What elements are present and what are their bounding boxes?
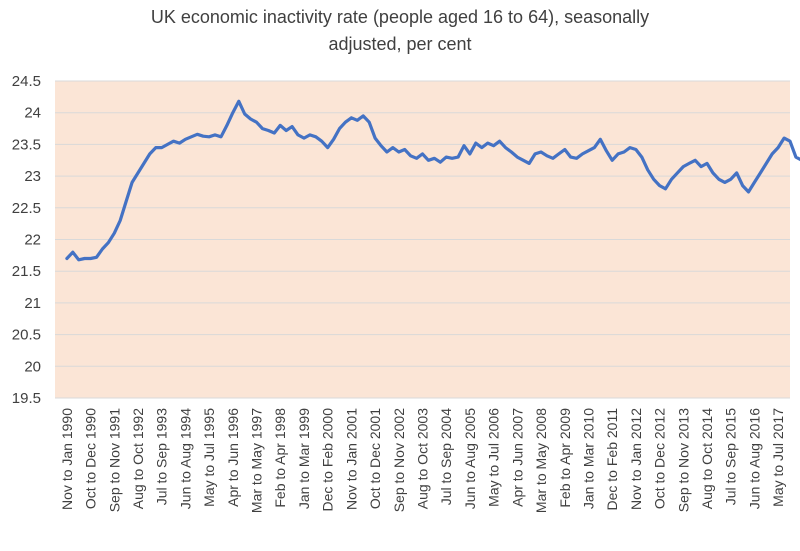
x-tick-label: Jan to Mar 1999 <box>296 408 312 509</box>
x-tick-label: Oct to Dec 1990 <box>83 408 99 509</box>
x-tick-label: Mar to May 2008 <box>533 408 549 513</box>
x-tick-label: May to Jul 2017 <box>770 408 786 507</box>
y-tick-label: 20.5 <box>12 327 41 344</box>
y-tick-label: 23.5 <box>12 136 41 153</box>
y-tick-label: 19.5 <box>12 390 41 407</box>
x-tick-label: Oct to Dec 2001 <box>367 408 383 509</box>
x-tick-label: Nov to Jan 1990 <box>59 408 75 510</box>
x-tick-label: Nov to Jan 2012 <box>628 408 644 510</box>
x-tick-label: Dec to Feb 2000 <box>320 408 336 512</box>
x-tick-label: Apr to Jun 1996 <box>225 408 241 507</box>
x-tick-label: Aug to Oct 1992 <box>130 408 146 509</box>
gridlines <box>55 80 790 399</box>
x-tick-label: May to Jul 2006 <box>486 408 502 507</box>
x-tick-label: Jan to Mar 2010 <box>580 408 596 509</box>
y-tick-label: 22 <box>24 232 41 249</box>
x-tick-label: Jun to Aug 1994 <box>177 408 193 509</box>
x-tick-label: Sep to Nov 2013 <box>675 408 691 513</box>
y-tick-label: 21 <box>24 295 41 312</box>
x-tick-label: Dec to Feb 2011 <box>604 408 620 511</box>
x-tick-label: Aug to Oct 2003 <box>415 408 431 509</box>
chart-title: UK economic inactivity rate (people aged… <box>0 4 800 58</box>
x-tick-label: Jul to Sep 2004 <box>438 408 454 506</box>
x-tick-label: Feb to Apr 1998 <box>272 408 288 508</box>
x-tick-label: Jul to Sep 1993 <box>154 408 170 506</box>
y-tick-label: 22.5 <box>12 200 41 217</box>
x-tick-label: Aug to Oct 2014 <box>699 408 715 509</box>
y-tick-label: 24.5 <box>12 73 41 90</box>
x-tick-label: May to Jul 1995 <box>201 408 217 507</box>
x-tick-label: Feb to Apr 2009 <box>557 408 573 508</box>
x-tick-label: Oct to Dec 2012 <box>652 408 668 509</box>
x-tick-label: Apr to Jun 2007 <box>509 408 525 507</box>
y-tick-label: 24 <box>24 105 41 122</box>
x-tick-label: Sep to Nov 2002 <box>391 408 407 513</box>
x-tick-label: Mar to May 1997 <box>249 408 265 513</box>
y-tick-label: 20 <box>24 358 41 375</box>
x-tick-label: Sep to Nov 1991 <box>106 408 122 513</box>
y-tick-label: 21.5 <box>12 263 41 280</box>
x-tick-label: Jun to Aug 2016 <box>746 408 762 509</box>
x-tick-label: Jul to Sep 2015 <box>723 408 739 506</box>
chart-title-line-1: UK economic inactivity rate (people aged… <box>150 7 650 27</box>
x-axis-tick-labels: Nov to Jan 1990 Oct to Dec 1990 Sep to Nov… <box>59 408 786 513</box>
y-axis-tick-labels: 24.5 24 23.5 23 22.5 22 21.5 21 20.5 20 19.5 <box>12 73 41 407</box>
x-tick-label: Jun to Aug 2005 <box>462 408 478 509</box>
chart-title-line-2: adjusted, per cent <box>328 34 472 54</box>
series-line <box>65 99 800 262</box>
y-tick-label: 23 <box>24 168 41 185</box>
x-tick-label: Nov to Jan 2001 <box>343 408 359 510</box>
